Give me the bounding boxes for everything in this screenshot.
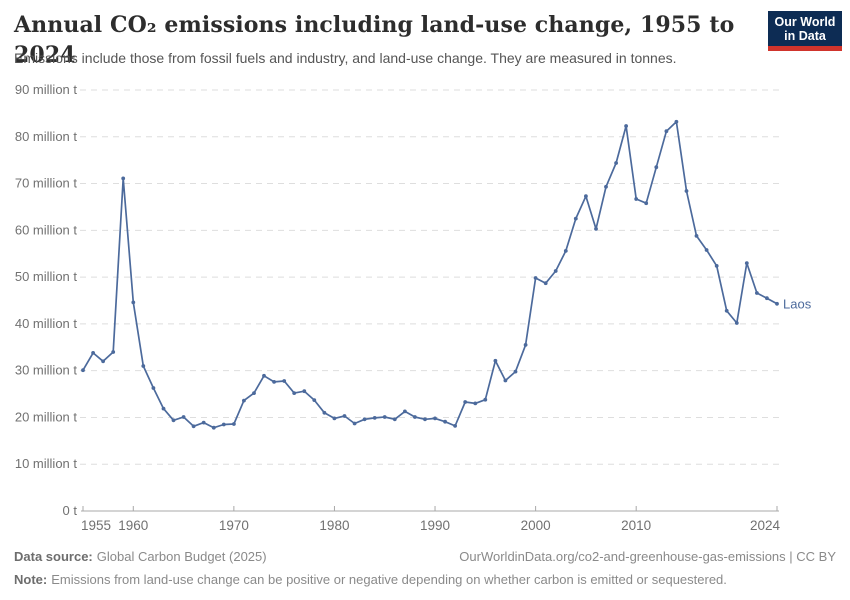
owid-logo-line2: in Data xyxy=(784,28,826,43)
chart-subtitle: Emissions include those from fossil fuel… xyxy=(14,50,677,66)
x-tick-label: 1990 xyxy=(420,518,450,533)
x-tick-label: 1970 xyxy=(219,518,249,533)
y-tick-label: 60 million t xyxy=(15,222,78,237)
owid-logo: Our World in Data xyxy=(768,11,842,51)
y-tick-label: 80 million t xyxy=(15,129,78,144)
y-tick-label: 30 million t xyxy=(15,363,78,378)
x-axis-labels: 1955 1960 1970 1980 1990 2000 2010 2024 xyxy=(81,518,780,533)
page-title: Annual CO₂ emissions including land-use … xyxy=(14,12,735,68)
y-tick-label: 50 million t xyxy=(15,269,78,284)
data-points xyxy=(81,119,779,430)
y-tick-label: 40 million t xyxy=(15,316,78,331)
y-tick-label: 70 million t xyxy=(15,176,78,191)
y-tick-label: 10 million t xyxy=(15,456,78,471)
x-axis xyxy=(81,506,779,512)
owid-logo-line1: Our World xyxy=(774,14,836,29)
x-tick-label: 2024 xyxy=(750,518,781,533)
license-link: OurWorldinData.org/co2-and-greenhouse-ga… xyxy=(459,549,836,564)
series-line xyxy=(82,120,778,429)
x-tick-label: 2010 xyxy=(621,518,651,533)
note-label: Note: xyxy=(14,572,48,587)
chart-footer: Data source: Global Carbon Budget (2025) … xyxy=(14,548,836,588)
data-source: Data source: Global Carbon Budget (2025) xyxy=(14,548,267,565)
x-tick-label: 2000 xyxy=(521,518,551,533)
gridlines xyxy=(80,89,780,465)
note-text: Emissions from land-use change can be po… xyxy=(51,572,727,587)
x-tick-label: 1960 xyxy=(118,518,148,533)
y-tick-label: 20 million t xyxy=(15,409,78,424)
y-axis-labels: 0 t 10 million t 20 million t 30 million t 4… xyxy=(15,82,78,518)
x-tick-label: 1980 xyxy=(319,518,349,533)
y-tick-label: 0 t xyxy=(63,503,78,518)
x-tick-label: 1955 xyxy=(81,518,111,533)
y-tick-label: 90 million t xyxy=(15,82,78,97)
data-source-label: Data source: xyxy=(14,549,93,564)
entity-label: Laos xyxy=(783,296,812,311)
data-source-value: Global Carbon Budget (2025) xyxy=(96,549,267,564)
